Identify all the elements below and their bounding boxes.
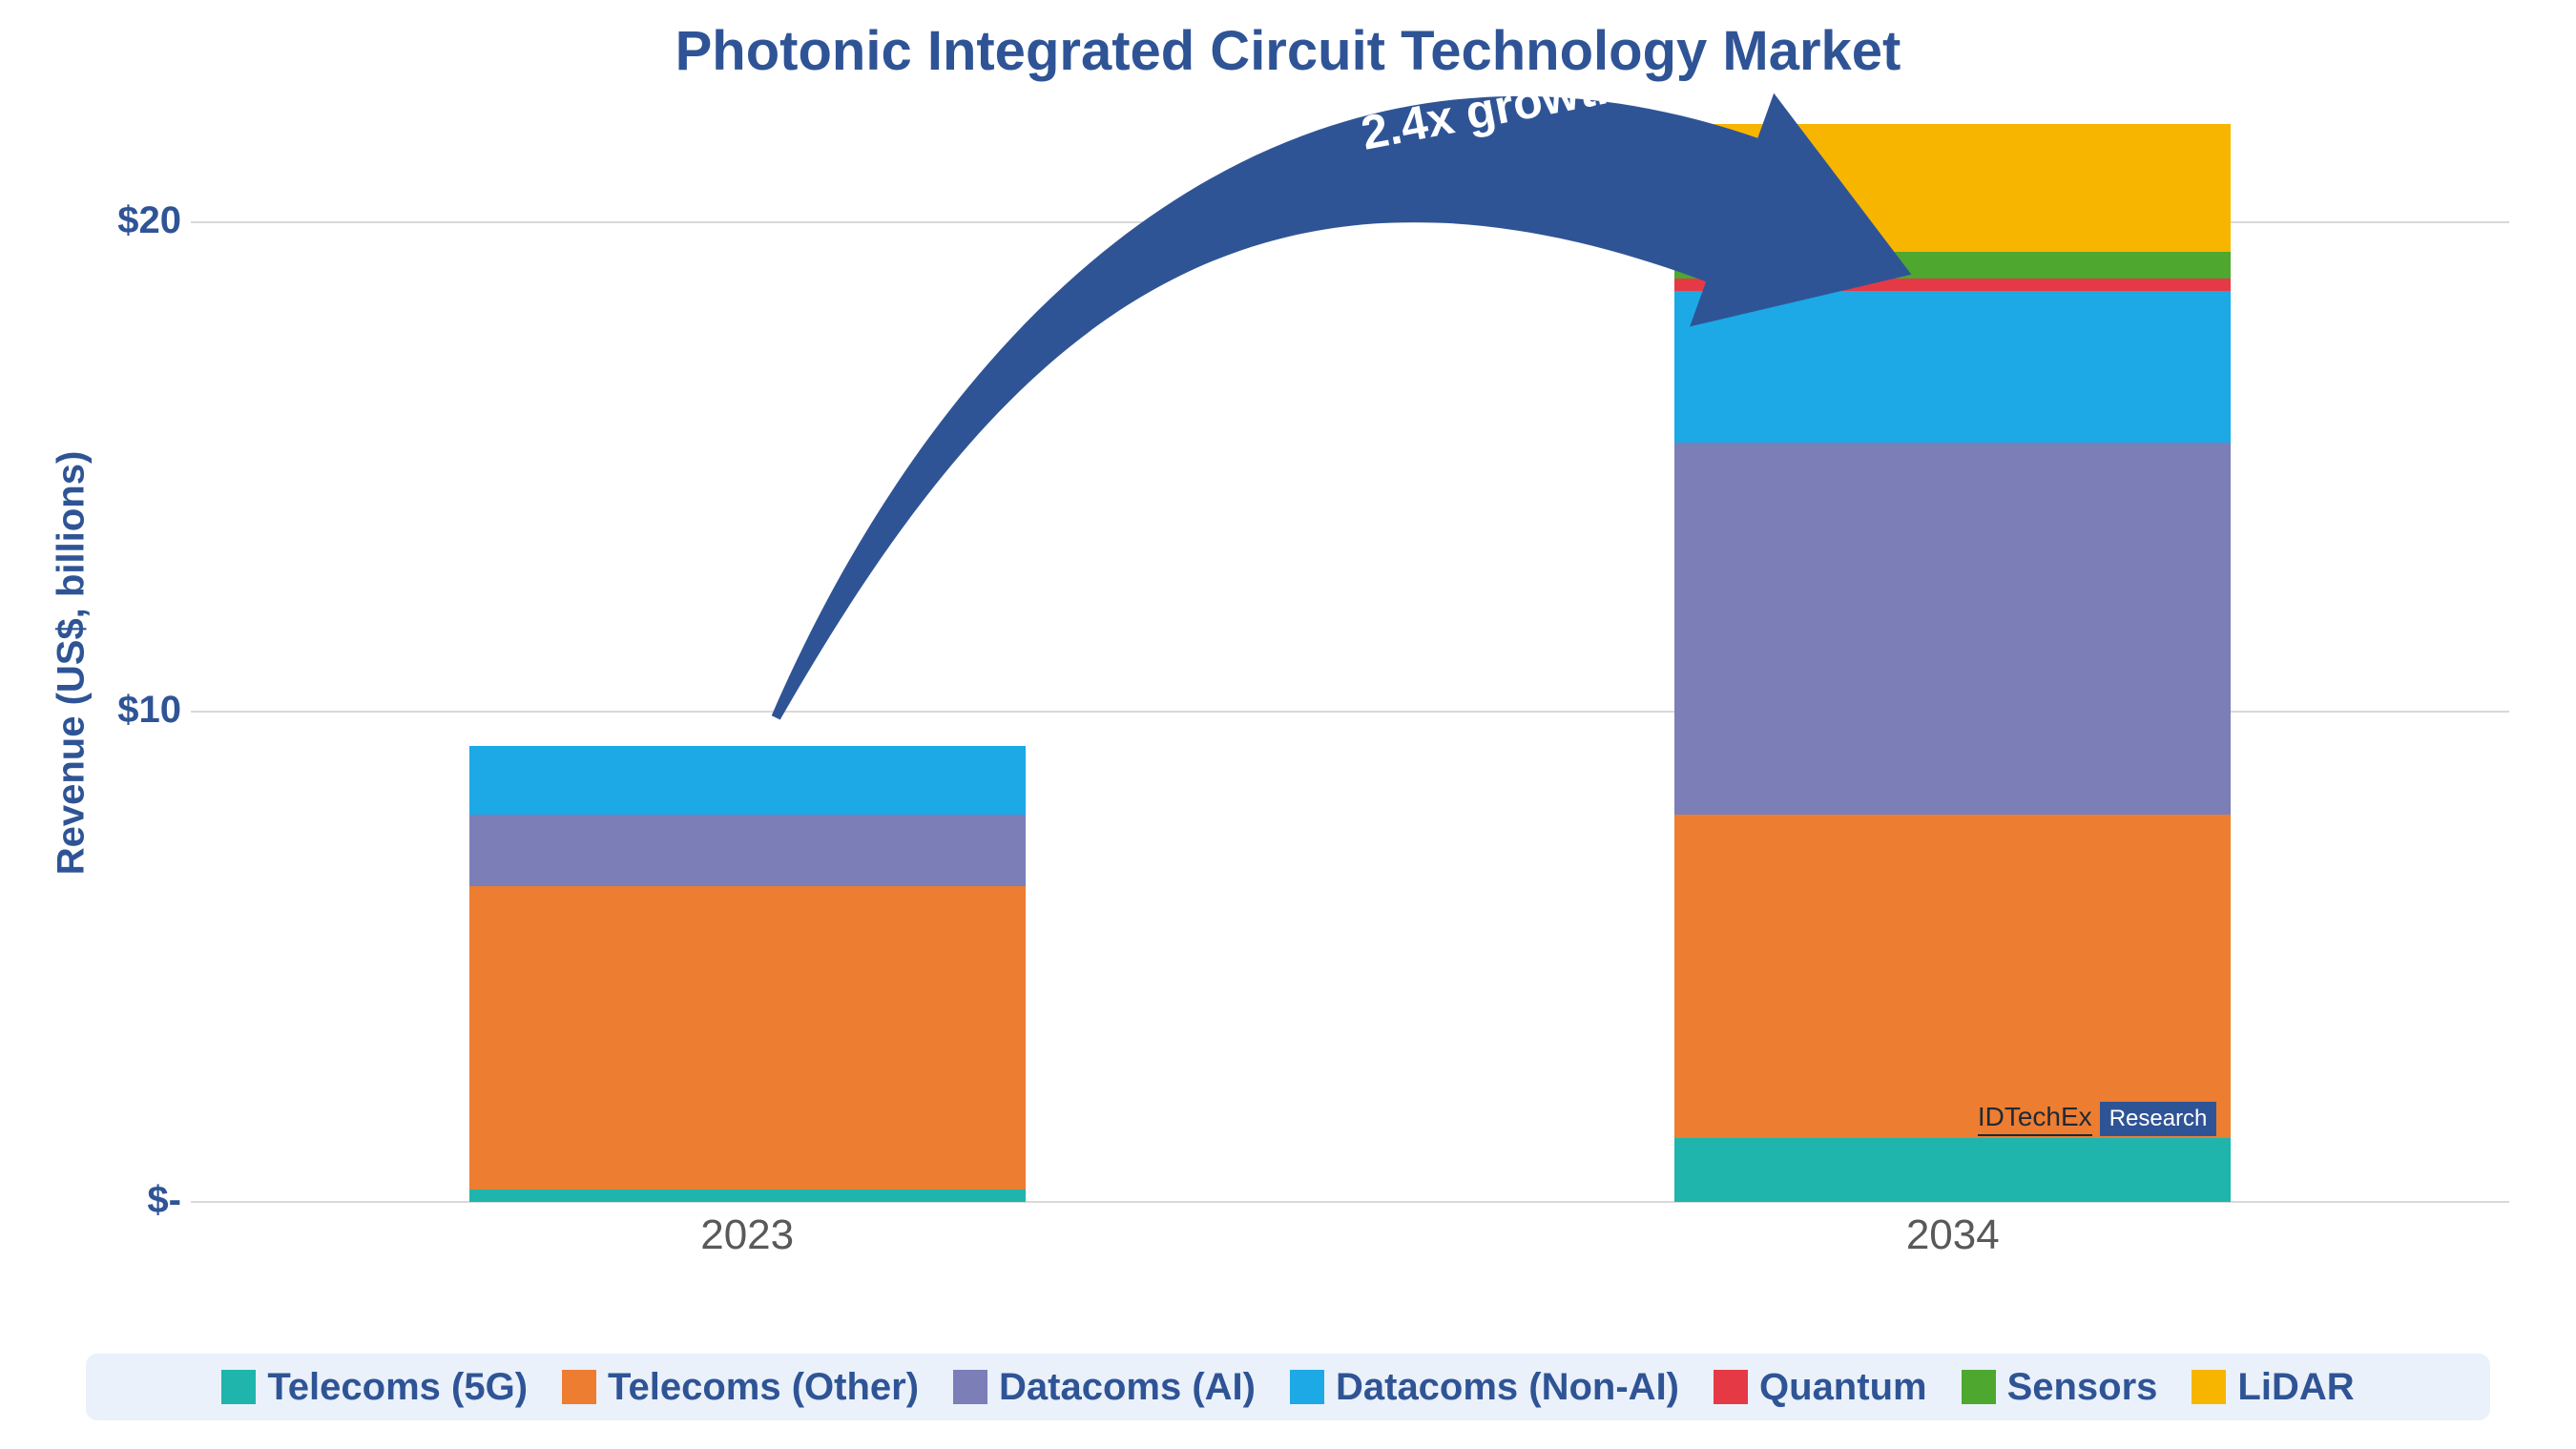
legend-label: Telecoms (Other) xyxy=(608,1366,919,1409)
y-axis-label: Revenue (US$, billions) xyxy=(51,451,93,876)
growth-arrow xyxy=(191,124,2509,1202)
y-tick-label: $20 xyxy=(95,199,181,242)
legend-swatch xyxy=(2192,1370,2226,1404)
legend-item-telecoms_5g: Telecoms (5G) xyxy=(221,1366,528,1409)
legend-label: Quantum xyxy=(1759,1366,1927,1409)
legend-item-datacoms_ai: Datacoms (AI) xyxy=(953,1366,1256,1409)
x-tick-label: 2023 xyxy=(469,1211,1026,1259)
attribution: IDTechEx Research xyxy=(1978,1102,2217,1136)
legend-item-sensors: Sensors xyxy=(1962,1366,2158,1409)
legend-item-datacoms_nonai: Datacoms (Non-AI) xyxy=(1290,1366,1679,1409)
legend-swatch xyxy=(1290,1370,1324,1404)
legend-label: Sensors xyxy=(2007,1366,2158,1409)
y-tick-label: $- xyxy=(95,1179,181,1222)
legend-item-quantum: Quantum xyxy=(1714,1366,1927,1409)
legend: Telecoms (5G) Telecoms (Other) Datacoms (A… xyxy=(86,1354,2490,1420)
legend-swatch xyxy=(1962,1370,1996,1404)
legend-swatch xyxy=(562,1370,596,1404)
legend-item-telecoms_other: Telecoms (Other) xyxy=(562,1366,919,1409)
legend-swatch xyxy=(221,1370,256,1404)
plot-area: 2.4x growth IDTechEx Research xyxy=(191,124,2509,1202)
legend-label: LiDAR xyxy=(2237,1366,2354,1409)
attribution-text: IDTechEx xyxy=(1978,1102,2092,1136)
legend-label: Datacoms (Non-AI) xyxy=(1336,1366,1679,1409)
attribution-badge: Research xyxy=(2100,1102,2217,1136)
chart-title: Photonic Integrated Circuit Technology M… xyxy=(0,19,2576,83)
chart-container: Photonic Integrated Circuit Technology M… xyxy=(0,0,2576,1449)
legend-item-lidar: LiDAR xyxy=(2192,1366,2354,1409)
legend-label: Datacoms (AI) xyxy=(999,1366,1256,1409)
legend-label: Telecoms (5G) xyxy=(267,1366,528,1409)
y-tick-label: $10 xyxy=(95,689,181,732)
legend-swatch xyxy=(1714,1370,1748,1404)
legend-swatch xyxy=(953,1370,987,1404)
x-tick-label: 2034 xyxy=(1674,1211,2231,1259)
